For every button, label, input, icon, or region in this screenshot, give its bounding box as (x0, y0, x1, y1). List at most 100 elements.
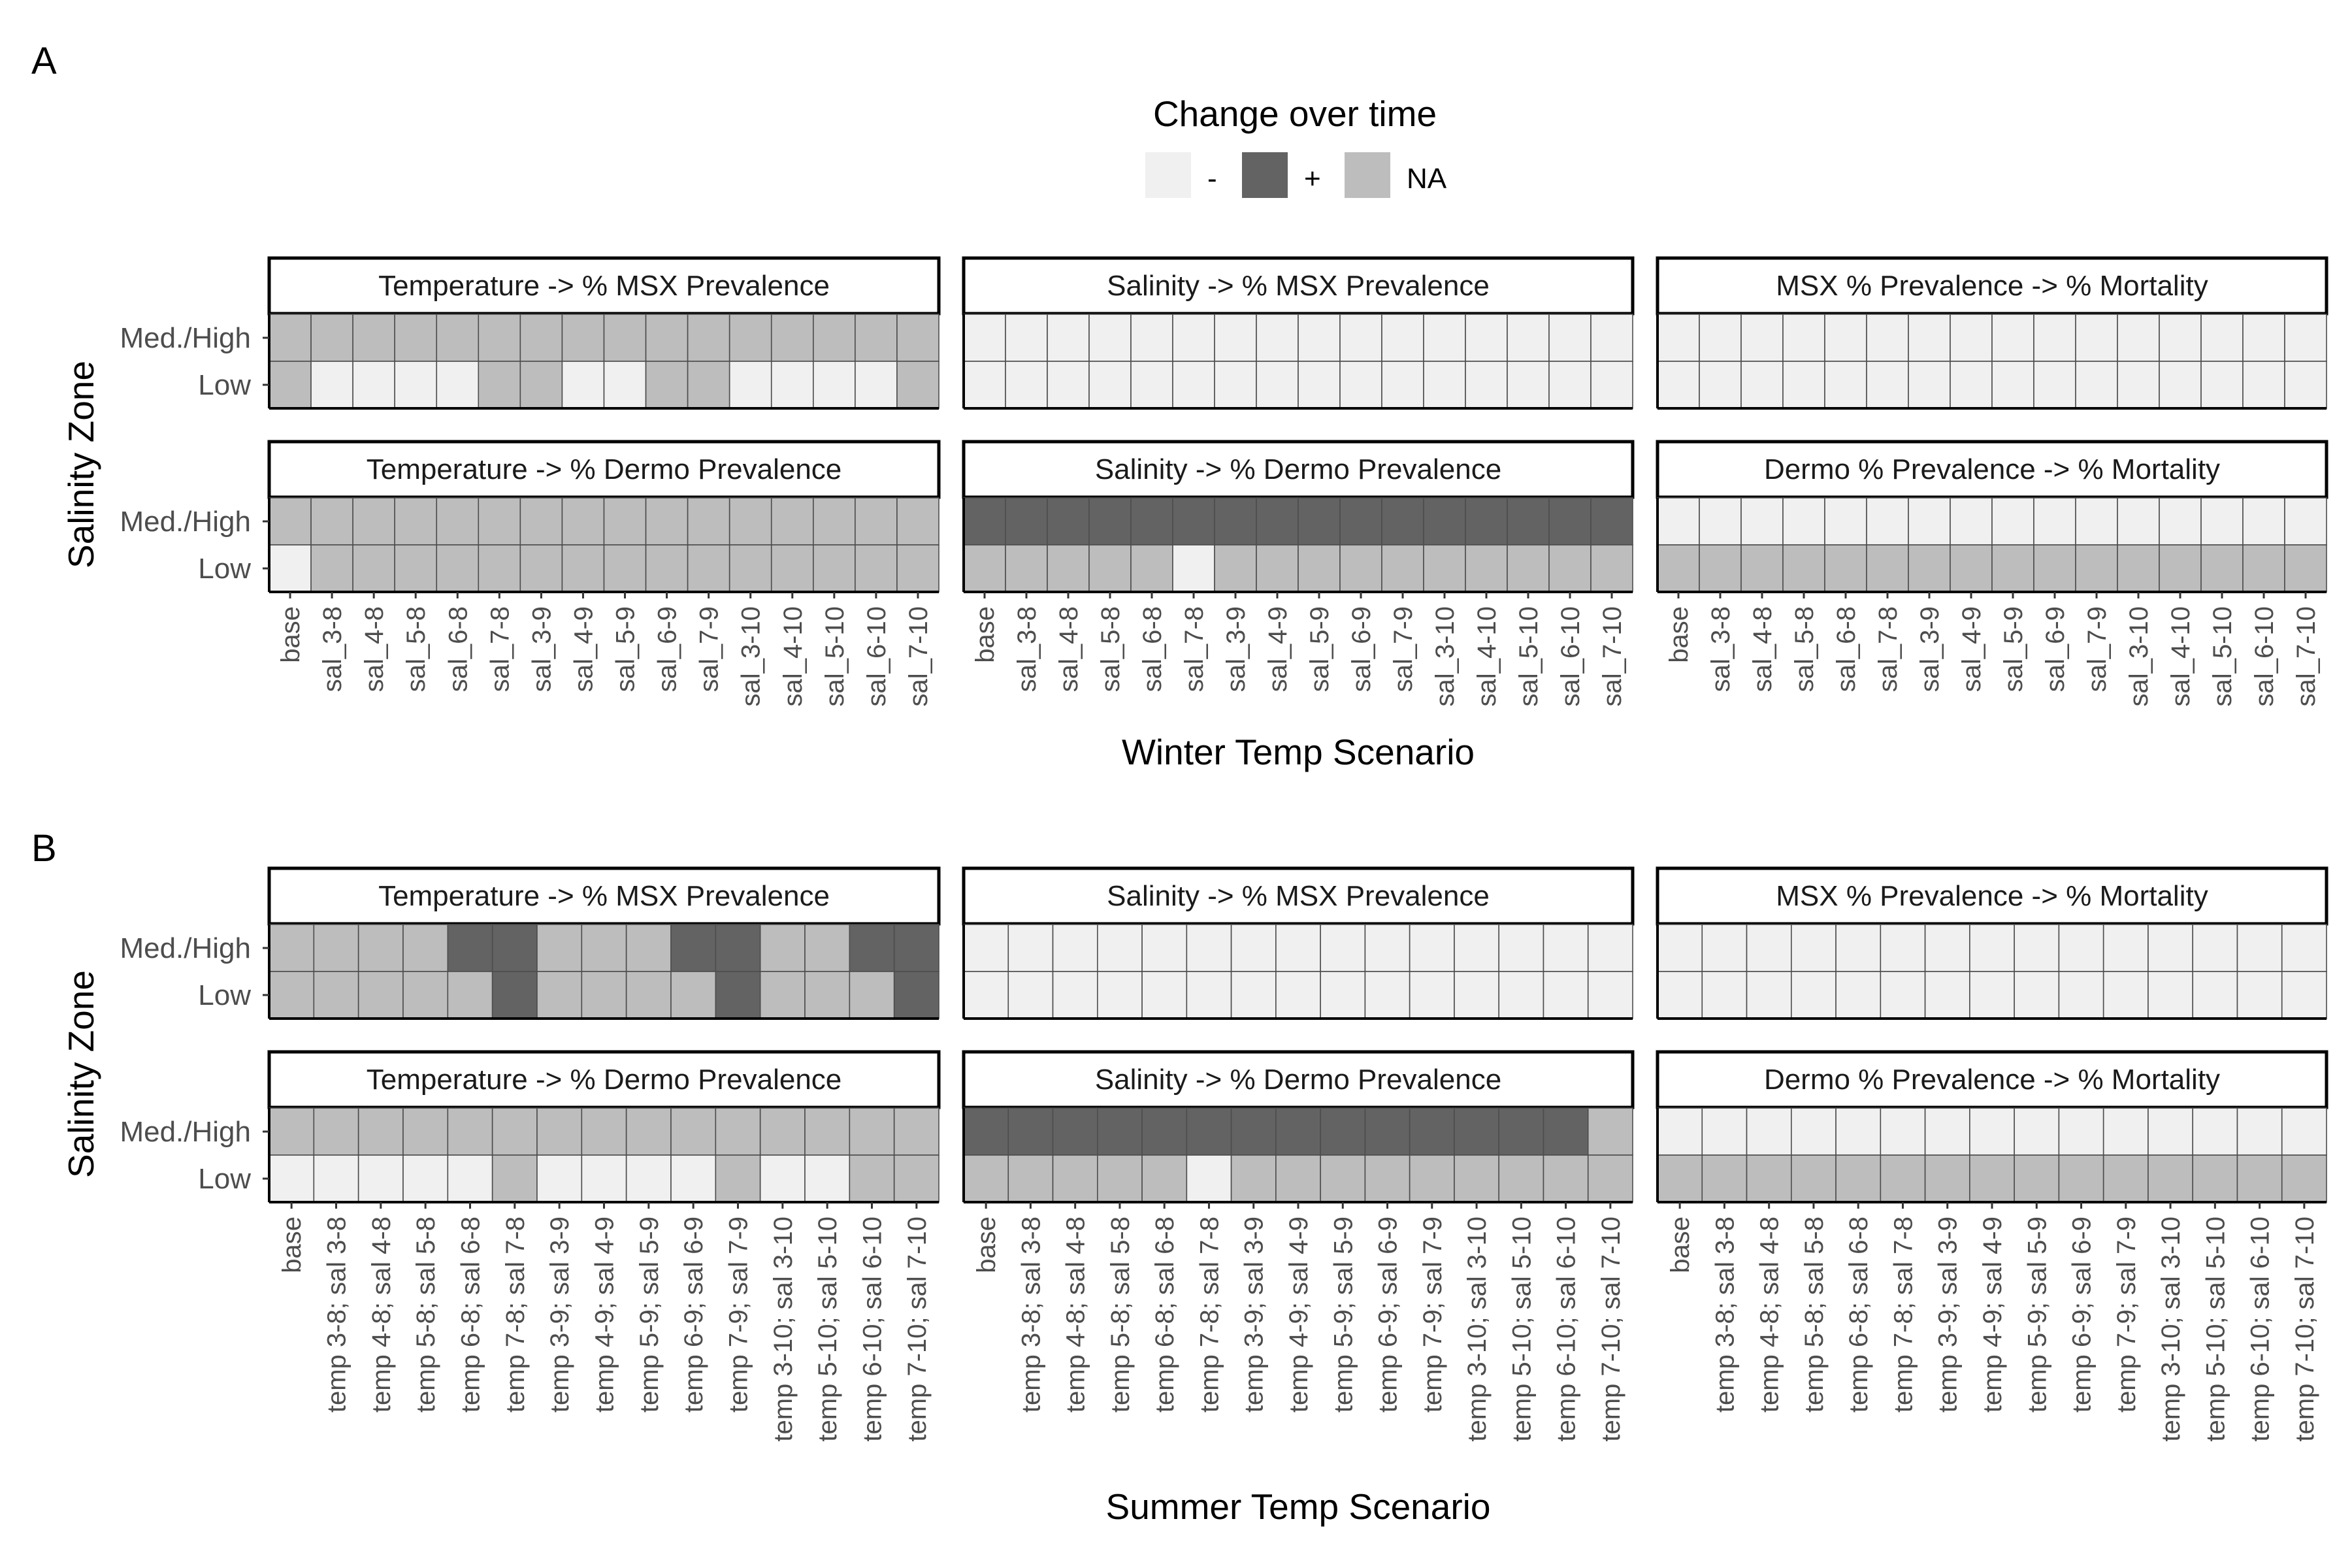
facet-title: Salinity -> % MSX Prevalence (1107, 270, 1490, 302)
heatmap-cell (310, 361, 353, 409)
heatmap-cell (1141, 1107, 1188, 1156)
heatmap-cell (1543, 1154, 1589, 1203)
x-tick-label: temp 5-10; sal 5-10 (813, 1217, 842, 1442)
heatmap-cell (625, 971, 672, 1019)
heatmap-cell (670, 1107, 717, 1156)
heatmap-cell (2014, 924, 2060, 972)
heatmap-cell (310, 497, 353, 546)
heatmap-cell (436, 497, 480, 546)
heatmap-cell (313, 971, 359, 1019)
heatmap-cell (603, 314, 647, 362)
heatmap-cell (1172, 361, 1215, 409)
x-tick-label: sal_3-9 (1916, 606, 1944, 692)
heatmap-cell (1007, 924, 1054, 972)
x-tick-label: temp 7-8; sal 7-8 (1195, 1217, 1224, 1413)
x-tick-label: sal_7-10 (1598, 606, 1627, 706)
heatmap-cell (813, 544, 856, 593)
heatmap-cell (2236, 1154, 2283, 1203)
heatmap-cell (1423, 314, 1466, 362)
x-tick-label: temp 5-8; sal 5-8 (1106, 1217, 1135, 1413)
facet-title: Temperature -> % Dermo Prevalence (367, 453, 842, 485)
x-tick-label: sal_6-9 (653, 606, 682, 692)
heatmap-cell (855, 544, 898, 593)
heatmap-cell (2033, 361, 2076, 409)
heatmap-cell (1950, 497, 1993, 546)
heatmap-cell (896, 497, 939, 546)
x-axis-title: Summer Temp Scenario (1106, 1486, 1491, 1527)
x-tick-label: temp 3-9; sal 3-9 (1934, 1217, 1963, 1413)
x-tick-label: sal_4-9 (569, 606, 598, 692)
heatmap-cell (804, 1154, 851, 1203)
facet-3: Temperature -> % Dermo Prevalence Med./Hi… (120, 1050, 941, 1442)
heatmap-cell (1005, 361, 1048, 409)
heatmap-cell (310, 314, 353, 362)
heatmap-cell (491, 924, 538, 972)
heatmap-cell (1088, 497, 1132, 546)
heatmap-cell (1657, 544, 1700, 593)
heatmap-cell (1746, 971, 1792, 1019)
facet-strip (962, 256, 1635, 316)
x-tick-label: temp 7-9; sal 7-9 (1418, 1217, 1447, 1413)
heatmap-cell (1746, 1154, 1792, 1203)
facet-title: Temperature -> % MSX Prevalence (378, 880, 830, 912)
heatmap-cell (1548, 361, 1592, 409)
heatmap-cell (2033, 544, 2076, 593)
heatmap-cell (1880, 1107, 1926, 1156)
heatmap-cell (1657, 971, 1703, 1019)
heatmap-cell (849, 1107, 895, 1156)
heatmap-cell (804, 971, 851, 1019)
heatmap-cell (1701, 971, 1748, 1019)
heatmap-cell (893, 971, 939, 1019)
x-tick-label: sal_3-10 (737, 606, 766, 706)
x-tick-label: temp 3-8; sal 3-8 (1710, 1217, 1739, 1413)
heatmap-cell (478, 361, 521, 409)
x-tick-label: temp 3-8; sal 3-8 (1017, 1217, 1045, 1413)
x-tick-label: temp 3-10; sal 3-10 (769, 1217, 798, 1442)
x-tick-label: temp 7-9; sal 7-9 (725, 1217, 753, 1413)
heatmap-cell (1880, 924, 1926, 972)
heatmap-cell (1364, 971, 1411, 1019)
x-tick-label: sal_3-10 (2125, 606, 2153, 706)
heatmap-cell (770, 361, 814, 409)
heatmap-cell (1543, 971, 1589, 1019)
x-tick-label: sal_5-9 (1999, 606, 2028, 692)
heatmap-cell (963, 497, 1006, 546)
heatmap-cell (1866, 497, 1909, 546)
heatmap-cell (1186, 971, 1232, 1019)
heatmap-cell (687, 497, 730, 546)
heatmap-cell (2281, 971, 2327, 1019)
x-tick-label: sal_6-8 (1138, 606, 1167, 692)
x-tick-label: sal_4-8 (1748, 606, 1777, 692)
heatmap-cell (1047, 314, 1090, 362)
facet-strip (1656, 256, 2328, 316)
x-tick-label: temp 5-10; sal 5-10 (2201, 1217, 2230, 1442)
heatmap-cell (1590, 497, 1633, 546)
heatmap-cell (1005, 314, 1048, 362)
heatmap-cell (2281, 1154, 2327, 1203)
facet-2: MSX % Prevalence -> % Mortality (1656, 256, 2328, 410)
heatmap-cell (1275, 1107, 1321, 1156)
heatmap-cell (2148, 1154, 2194, 1203)
facet-strip (962, 866, 1635, 926)
heatmap-cell (1088, 314, 1132, 362)
x-tick-label: temp 6-8; sal 6-8 (1151, 1217, 1179, 1413)
heatmap-cell (893, 1154, 939, 1203)
heatmap-cell (536, 1154, 583, 1203)
panel-label: A (31, 40, 57, 82)
heatmap-cell (269, 1154, 315, 1203)
heatmap-cell (491, 1154, 538, 1203)
heatmap-cell (1657, 924, 1703, 972)
heatmap-cell (855, 314, 898, 362)
heatmap-cell (1423, 544, 1466, 593)
heatmap-cell (1409, 971, 1455, 1019)
panel-B: B Salinity Zone Summer Temp Scenario Temper… (31, 827, 2328, 1527)
heatmap-cell (2284, 361, 2327, 409)
heatmap-cell (728, 314, 772, 362)
heatmap-cell (728, 544, 772, 593)
heatmap-cell (269, 924, 315, 972)
heatmap-cell (1699, 361, 1742, 409)
heatmap-cell (491, 1107, 538, 1156)
heatmap-cell (581, 971, 627, 1019)
heatmap-cell (357, 924, 404, 972)
heatmap-cell (1298, 361, 1341, 409)
